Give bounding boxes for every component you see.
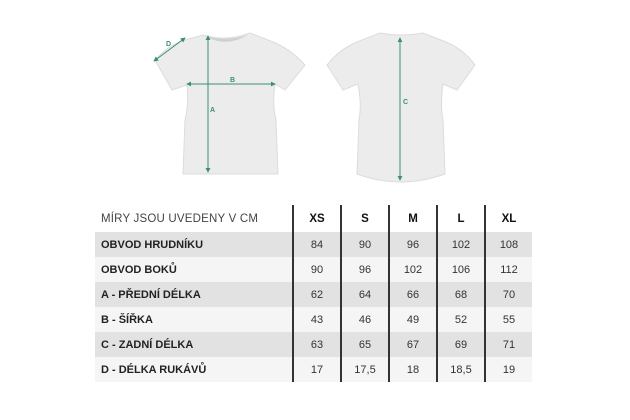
label-c: C [403, 99, 408, 106]
label-b: B [230, 77, 235, 84]
cell-value: 67 [388, 332, 437, 357]
table-header-row: MÍRY JSOU UVEDENY V CM XS S M L XL [95, 205, 532, 232]
row-label: B - ŠÍŘKA [95, 307, 293, 332]
cell-value: 62 [292, 282, 341, 307]
size-m: M [388, 205, 437, 232]
size-s: S [340, 205, 389, 232]
cell-value: 84 [292, 232, 341, 257]
size-xs: XS [292, 205, 341, 232]
cell-value: 112 [484, 257, 532, 282]
cell-value: 43 [292, 307, 341, 332]
cell-value: 18,5 [436, 357, 485, 382]
cell-value: 102 [436, 232, 485, 257]
cell-value: 55 [484, 307, 532, 332]
table-row: OBVOD HRUDNÍKU 84 90 96 102 108 [95, 232, 532, 257]
cell-value: 49 [388, 307, 437, 332]
label-d: D [166, 41, 171, 48]
cell-value: 68 [436, 282, 485, 307]
cell-value: 70 [484, 282, 532, 307]
size-table: MÍRY JSOU UVEDENY V CM XS S M L XL OBVOD… [95, 205, 532, 382]
table-row: B - ŠÍŘKA 43 46 49 52 55 [95, 307, 532, 332]
row-label: OBVOD HRUDNÍKU [95, 232, 293, 257]
back-shirt: C [326, 32, 476, 183]
table-row: C - ZADNÍ DÉLKA 63 65 67 69 71 [95, 332, 532, 357]
cell-value: 46 [340, 307, 389, 332]
cell-value: 63 [292, 332, 341, 357]
table-row: A - PŘEDNÍ DÉLKA 62 64 66 68 70 [95, 282, 532, 307]
cell-value: 19 [484, 357, 532, 382]
cell-value: 96 [388, 232, 437, 257]
cell-value: 69 [436, 332, 485, 357]
cell-value: 90 [292, 257, 341, 282]
table-row: D - DÉLKA RUKÁVŮ 17 17,5 18 18,5 19 [95, 357, 532, 382]
cell-value: 52 [436, 307, 485, 332]
size-xl: XL [484, 205, 532, 232]
front-shirt: D B A [153, 32, 306, 175]
row-label: A - PŘEDNÍ DÉLKA [95, 282, 293, 307]
size-l: L [436, 205, 485, 232]
cell-value: 71 [484, 332, 532, 357]
cell-value: 96 [340, 257, 389, 282]
cell-value: 108 [484, 232, 532, 257]
cell-value: 66 [388, 282, 437, 307]
cell-value: 64 [340, 282, 389, 307]
row-label: D - DÉLKA RUKÁVŮ [95, 357, 293, 382]
tshirt-diagram: D B A C [153, 32, 476, 183]
label-a: A [210, 107, 215, 114]
cell-value: 18 [388, 357, 437, 382]
cell-value: 65 [340, 332, 389, 357]
row-label: OBVOD BOKŮ [95, 257, 293, 282]
cell-value: 106 [436, 257, 485, 282]
table-row: OBVOD BOKŮ 90 96 102 106 112 [95, 257, 532, 282]
cell-value: 90 [340, 232, 389, 257]
cell-value: 17,5 [340, 357, 389, 382]
cell-value: 17 [292, 357, 341, 382]
row-label: C - ZADNÍ DÉLKA [95, 332, 293, 357]
cell-value: 102 [388, 257, 437, 282]
table-header-label: MÍRY JSOU UVEDENY V CM [101, 212, 259, 225]
